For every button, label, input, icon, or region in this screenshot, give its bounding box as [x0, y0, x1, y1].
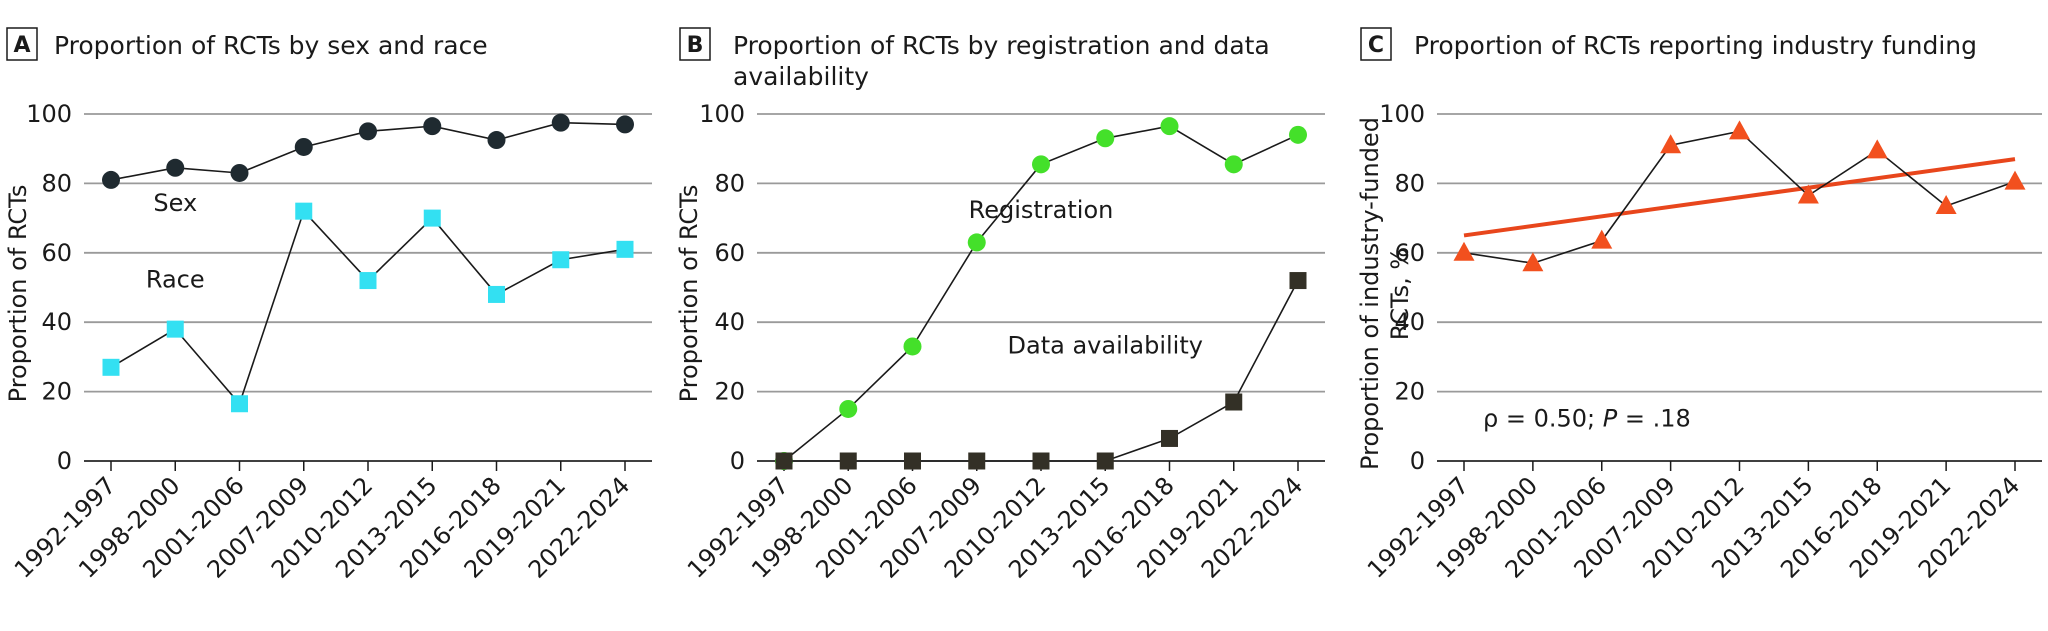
series-line-race: [110, 209, 626, 406]
panel-title: availability: [733, 62, 869, 91]
data-point-registration: [1032, 155, 1050, 174]
data-point-race: [616, 240, 634, 258]
panel-title: Proportion of RCTs by sex and race: [54, 31, 488, 60]
data-point-race: [102, 358, 120, 376]
data-point-sex: [551, 113, 570, 132]
data-point-race: [166, 320, 184, 338]
y-tick-label: 0: [57, 447, 72, 475]
data-point-data-availability: [968, 452, 986, 470]
data-point-registration: [1160, 117, 1179, 136]
y-tick-label: 20: [41, 378, 72, 406]
data-point-industry-funding: [1522, 252, 1544, 272]
panel-letter: C: [1368, 33, 1384, 58]
data-point-race: [552, 251, 570, 269]
data-point-race: [423, 209, 441, 227]
y-tick-label: 20: [714, 378, 745, 406]
data-point-sex: [102, 170, 120, 189]
data-point-registration: [1096, 129, 1115, 148]
y-axis-title: Proportion of RCTs: [4, 185, 32, 403]
data-point-industry-funding: [1935, 194, 1957, 214]
data-point-race: [359, 272, 377, 290]
data-point-industry-funding: [2004, 170, 2026, 190]
data-point-data-availability: [1096, 452, 1114, 470]
data-point-sex: [230, 163, 249, 182]
y-tick-label: 80: [41, 169, 72, 197]
data-point-industry-funding: [1660, 134, 1682, 154]
data-point-sex: [166, 158, 185, 177]
panel-letter-box: [6, 27, 38, 61]
stat-annotation: ρ = 0.50; P = .18: [1483, 404, 1691, 432]
panel-b: B Proportion of RCTs by registration and …: [675, 27, 1325, 584]
y-axis-title: Proportion of industry-funded: [1356, 117, 1384, 470]
series-label: Data availability: [1008, 331, 1203, 359]
y-tick-label: 60: [41, 239, 72, 267]
series-line-registration: [783, 125, 1299, 462]
data-point-sex: [423, 117, 442, 136]
y-tick-label: 60: [1394, 239, 1425, 267]
data-point-registration: [1224, 155, 1243, 174]
y-tick-label: 100: [1379, 100, 1425, 128]
y-axis-title: RCTs, %: [1386, 247, 1414, 341]
data-point-sex: [487, 131, 506, 150]
panel-letter: A: [13, 33, 30, 58]
stat-prefix: ρ = 0.50;: [1483, 404, 1603, 432]
panel-title: Proportion of RCTs by registration and d…: [733, 31, 1270, 60]
y-tick-label: 0: [1410, 447, 1425, 475]
data-point-registration: [903, 337, 922, 356]
data-point-industry-funding: [1797, 184, 1819, 204]
data-point-data-availability: [1032, 452, 1050, 470]
panel-title: Proportion of RCTs reporting industry fu…: [1414, 31, 1977, 60]
series-label: Race: [146, 266, 205, 294]
y-tick-label: 100: [699, 100, 745, 128]
y-tick-label: 40: [1394, 308, 1425, 336]
panel-a: A Proportion of RCTs by sex and race 0 20 40…: [4, 27, 652, 584]
data-point-sex: [616, 115, 634, 134]
stat-suffix: = .18: [1617, 404, 1691, 432]
series-line-data-availability: [784, 280, 1299, 462]
y-tick-label: 100: [26, 100, 72, 128]
y-tick-label: 80: [1394, 169, 1425, 197]
data-point-industry-funding: [1591, 229, 1613, 249]
data-point-race: [295, 202, 313, 220]
data-point-data-availability: [1161, 429, 1178, 447]
data-point-industry-funding: [1866, 139, 1888, 159]
data-point-sex: [294, 137, 313, 156]
y-tick-label: 80: [714, 169, 745, 197]
data-point-race: [231, 395, 248, 413]
panel-letter-box: [1360, 27, 1392, 61]
data-point-sex: [359, 122, 377, 141]
y-tick-label: 0: [730, 447, 745, 475]
data-point-registration: [967, 233, 986, 252]
y-tick-label: 40: [41, 308, 72, 336]
series-label: Sex: [153, 189, 197, 217]
panel-letter-box: [679, 27, 711, 61]
series-label: Registration: [969, 196, 1114, 224]
data-point-data-availability: [1225, 393, 1243, 411]
data-point-data-availability: [839, 452, 857, 470]
trend-line: [1463, 157, 2016, 238]
data-point-registration: [839, 399, 858, 418]
y-axis-title: Proportion of RCTs: [675, 185, 703, 403]
data-point-registration: [1289, 125, 1307, 144]
stat-p: P: [1603, 404, 1618, 432]
y-tick-label: 60: [714, 239, 745, 267]
y-tick-label: 20: [1394, 378, 1425, 406]
data-point-industry-funding: [1729, 120, 1750, 140]
y-tick-label: 40: [714, 308, 745, 336]
data-point-data-availability: [1289, 272, 1307, 290]
panel-letter: B: [687, 33, 704, 58]
data-point-data-availability: [904, 452, 921, 470]
data-point-data-availability: [775, 452, 793, 470]
data-point-race: [488, 285, 505, 303]
panel-c: C Proportion of RCTs reporting industry f…: [1356, 27, 2042, 584]
data-point-industry-funding: [1453, 241, 1475, 261]
